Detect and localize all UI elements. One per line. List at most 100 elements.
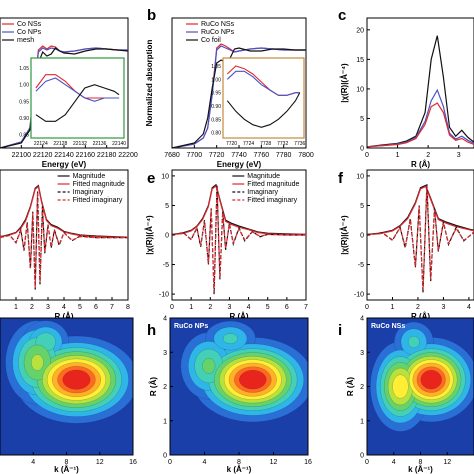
contour-level bbox=[407, 336, 420, 348]
x-tick-label: 1 bbox=[14, 304, 18, 311]
inset-y-tick-label: 1.00 bbox=[19, 83, 29, 89]
y-tick-label: 4 bbox=[163, 316, 167, 323]
x-tick-label: 1 bbox=[396, 152, 400, 159]
y-tick-label: 1 bbox=[163, 418, 167, 425]
series-line-ruco-nss bbox=[366, 102, 474, 148]
contour-level bbox=[202, 358, 216, 374]
inset-y-tick-label: 0.80 bbox=[211, 131, 221, 137]
y-tick-label: 4 bbox=[360, 316, 364, 323]
x-tick-label: 22120 bbox=[33, 152, 53, 159]
y-tick-label: 0 bbox=[360, 146, 364, 153]
x-tick-label: 5 bbox=[78, 304, 82, 311]
panel-letter: c bbox=[338, 7, 346, 24]
legend-label: Imaginary bbox=[247, 189, 278, 196]
y-tick-label: 0 bbox=[165, 233, 169, 240]
series-line-fitted-imaginary bbox=[366, 185, 474, 291]
x-tick-label: 3 bbox=[227, 304, 231, 311]
inset-x-tick-label: 7728 bbox=[260, 141, 271, 147]
y-tick-label: 2 bbox=[163, 384, 167, 391]
x-tick-label: 7700 bbox=[187, 152, 203, 159]
x-tick-label: 7780 bbox=[276, 152, 292, 159]
panel-letter: h bbox=[147, 322, 156, 339]
series-line-ruco-nps bbox=[366, 88, 474, 148]
x-axis-label: R (Å) bbox=[411, 312, 430, 321]
series-line-fitted-magnitude bbox=[0, 185, 128, 238]
x-axis-label: k (Å⁻¹) bbox=[54, 465, 79, 474]
x-tick-label: 7760 bbox=[254, 152, 270, 159]
x-axis-label: R (Å) bbox=[229, 312, 248, 321]
contour-level bbox=[420, 370, 442, 390]
legend-label: mesh bbox=[17, 37, 34, 44]
y-axis-label: |χ(R)|(Å⁻⁴) bbox=[340, 215, 349, 255]
panel-c: 0 1 2 3 0 5 10 15 20 R (Å) |χ(R)|(Å⁻⁴) c bbox=[338, 7, 474, 169]
inset-series-line bbox=[35, 84, 120, 122]
plot-frame bbox=[366, 17, 474, 149]
y-tick-label: -5 bbox=[163, 262, 169, 269]
y-tick-label: 3 bbox=[163, 350, 167, 357]
legend-label: Fitted magnitude bbox=[247, 181, 299, 188]
panel-g-axes: 4 8 12 16 k (Å⁻¹) bbox=[0, 317, 137, 474]
x-tick-label: 22140 bbox=[54, 152, 74, 159]
y-tick-label: 10 bbox=[356, 86, 364, 93]
inset-x-tick-label: 7720 bbox=[226, 141, 237, 147]
y-tick-label: 2 bbox=[360, 384, 364, 391]
contour-level bbox=[31, 354, 44, 371]
x-tick-label: 7 bbox=[110, 304, 114, 311]
y-axis-label: |χ(R)|(Å⁻⁴) bbox=[340, 63, 349, 103]
x-tick-label: 12 bbox=[96, 459, 104, 466]
legend-label: Fitted imaginary bbox=[73, 197, 123, 204]
panel-letter: i bbox=[338, 322, 342, 339]
x-tick-label: 4 bbox=[392, 459, 396, 466]
x-tick-label: 0 bbox=[168, 459, 172, 466]
inset-y-tick-label: 0.95 bbox=[211, 91, 221, 97]
series-line-fitted-magnitude bbox=[171, 184, 306, 235]
legend-label: Co NSs bbox=[17, 21, 42, 28]
inset-y-tick-label: 0.85 bbox=[211, 117, 221, 123]
x-tick-label: 2 bbox=[30, 304, 34, 311]
x-tick-label: 7 bbox=[304, 304, 308, 311]
x-tick-label: 5 bbox=[266, 304, 270, 311]
y-tick-label: 20 bbox=[356, 27, 364, 34]
contour-level bbox=[239, 370, 267, 390]
x-tick-label: 8 bbox=[419, 459, 423, 466]
y-axis-label: R (Å) bbox=[149, 377, 158, 396]
x-tick-label: 8 bbox=[237, 459, 241, 466]
panel-letter: b bbox=[147, 7, 156, 24]
legend-label: Magnitude bbox=[73, 173, 106, 180]
y-axis-label: Normalized absorption bbox=[145, 40, 154, 127]
inset-y-tick-label: 0.85 bbox=[19, 133, 29, 139]
y-tick-label: 10 bbox=[161, 173, 169, 180]
series-line-co-foil bbox=[366, 35, 474, 148]
y-tick-label: -5 bbox=[358, 262, 364, 269]
y-tick-label: 0 bbox=[360, 453, 364, 460]
panel-sample-label: RuCo NPs bbox=[174, 323, 208, 330]
inset-frame bbox=[222, 57, 305, 139]
inset-x-tick-label: 7732 bbox=[277, 141, 288, 147]
x-tick-label: 3 bbox=[46, 304, 50, 311]
x-axis-label: R (Å) bbox=[54, 312, 73, 321]
x-tick-label: 4 bbox=[62, 304, 66, 311]
contour-level bbox=[392, 374, 409, 399]
x-tick-label: 22100 bbox=[12, 152, 32, 159]
legend-label: RuCo NPs bbox=[201, 29, 235, 36]
y-tick-label: 5 bbox=[360, 203, 364, 210]
y-tick-label: 10 bbox=[356, 173, 364, 180]
y-tick-label: 5 bbox=[360, 116, 364, 123]
panel-b: 7680 7700 7720 7740 7760 7780 7800 Energy (eV) N… bbox=[145, 7, 314, 169]
x-tick-label: 2 bbox=[426, 152, 430, 159]
panel-letter: f bbox=[338, 170, 344, 187]
series-line-fitted-imaginary bbox=[0, 192, 128, 288]
panel-g bbox=[0, 318, 133, 455]
inset-x-tick-label: 22132 bbox=[73, 141, 87, 147]
x-tick-label: 0 bbox=[170, 304, 174, 311]
legend-label: Imaginary bbox=[73, 189, 104, 196]
inset-x-tick-label: 7724 bbox=[243, 141, 254, 147]
x-tick-label: 4 bbox=[31, 459, 35, 466]
panel-letter: e bbox=[147, 170, 155, 187]
x-tick-label: 22180 bbox=[97, 152, 117, 159]
panel-i bbox=[367, 318, 474, 455]
x-tick-label: 1 bbox=[391, 304, 395, 311]
